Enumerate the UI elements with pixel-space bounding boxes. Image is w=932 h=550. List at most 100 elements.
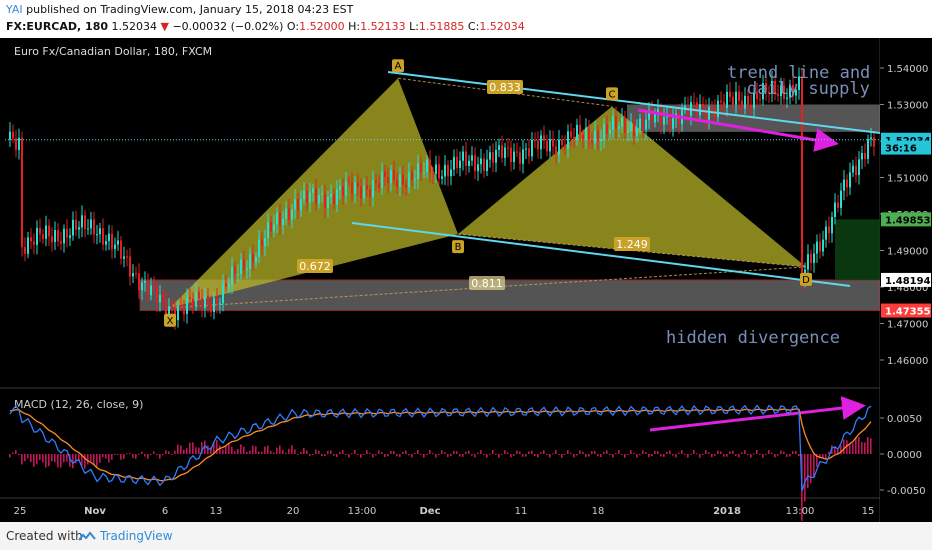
histogram-bar: [846, 440, 848, 454]
histogram-bar: [504, 450, 506, 454]
ratio-box: [297, 259, 333, 273]
candle-body: [864, 152, 866, 159]
histogram-bar: [312, 454, 314, 455]
histogram-bar: [471, 454, 473, 456]
chart-canvas[interactable]: X A B C D 0.833 0.672 1.249 0.811 trend line andd…: [0, 38, 932, 522]
candle-body: [18, 137, 20, 150]
candle-body: [309, 192, 311, 203]
histogram-bar: [705, 450, 707, 454]
tradingview-brand[interactable]: TradingView: [100, 529, 173, 543]
chart-area[interactable]: X A B C D 0.833 0.672 1.249 0.811 trend line and d…: [0, 38, 932, 522]
histogram-bar: [144, 454, 146, 457]
point-label-box-a: [392, 59, 404, 73]
histogram-bar: [531, 450, 533, 454]
histogram-bar: [657, 451, 659, 454]
histogram-bar: [429, 450, 431, 454]
candle-body: [624, 117, 626, 133]
histogram-bar: [795, 450, 797, 454]
histogram-bar: [366, 450, 368, 454]
histogram-bar: [714, 454, 716, 456]
histogram-bar: [354, 449, 356, 454]
point-label-c: C: [609, 89, 616, 100]
histogram-bar: [726, 454, 728, 457]
pattern-triangle-xab: [170, 78, 458, 308]
histogram-bar: [219, 445, 221, 454]
histogram-bar: [672, 454, 674, 456]
histogram-bar: [420, 454, 422, 455]
histogram-bar: [294, 449, 296, 454]
low-label: L:: [409, 20, 419, 33]
candle-body: [12, 131, 14, 139]
histogram-bar: [54, 454, 56, 463]
histogram-bar: [807, 454, 809, 488]
histogram-bar: [816, 454, 818, 467]
candle-body: [240, 259, 242, 274]
histogram-bar: [279, 445, 281, 454]
candle-body: [699, 103, 701, 116]
candle-body: [393, 170, 395, 181]
histogram-bar: [465, 451, 467, 454]
histogram-bar: [528, 451, 530, 454]
histogram-bar: [507, 452, 509, 454]
histogram-bar: [351, 453, 353, 455]
candle-body: [192, 299, 194, 307]
histogram-bar: [756, 450, 758, 454]
histogram-bar: [615, 453, 617, 455]
candle-body: [657, 109, 659, 115]
histogram-bar: [75, 454, 77, 464]
candle-body: [150, 285, 152, 296]
candle-body: [510, 147, 512, 163]
ratio-box: [614, 237, 650, 251]
candle-body: [462, 151, 464, 161]
candle-body: [684, 105, 686, 110]
point-label-box-b: [452, 240, 464, 254]
histogram-bar: [594, 450, 596, 454]
histogram-bar: [678, 452, 680, 454]
candle-body: [354, 182, 356, 194]
histogram-bar: [252, 445, 254, 454]
histogram-bar: [249, 450, 251, 454]
histogram-bar: [738, 454, 740, 458]
histogram-bar: [642, 450, 644, 454]
candle-body: [369, 189, 371, 197]
candle-body: [768, 92, 770, 94]
histogram-bar: [336, 454, 338, 457]
close-value: 1.52034: [479, 20, 525, 33]
candle-body: [867, 139, 869, 159]
candle-body: [693, 102, 695, 104]
histogram-bar: [300, 451, 302, 454]
candle-body: [285, 208, 287, 219]
candle-body: [237, 273, 239, 275]
histogram-bar: [552, 453, 554, 455]
histogram-bar: [369, 452, 371, 454]
candle-body: [15, 138, 17, 150]
created-with-text: Created with: [6, 529, 83, 543]
histogram-bar: [15, 450, 17, 454]
candle-body: [600, 139, 602, 142]
candle-body: [525, 148, 527, 150]
candle-body: [303, 190, 305, 200]
histogram-bar: [870, 438, 872, 454]
histogram-bar: [135, 454, 137, 459]
histogram-bar: [201, 442, 203, 454]
histogram-bar: [84, 454, 86, 469]
candle-body: [822, 239, 824, 252]
candle-body: [591, 140, 593, 144]
candle-body: [345, 181, 347, 196]
histogram-bar: [246, 451, 248, 454]
author-link[interactable]: YAI: [6, 3, 23, 16]
candle-body: [858, 159, 860, 176]
histogram-bar: [708, 452, 710, 454]
histogram-bar: [525, 454, 527, 457]
histogram-bar: [165, 450, 167, 454]
histogram-bar: [324, 454, 326, 456]
histogram-bar: [411, 454, 413, 458]
histogram-bar: [297, 454, 299, 455]
histogram-bar: [786, 454, 788, 457]
candle-body: [273, 224, 275, 232]
candle-body: [42, 234, 44, 239]
candle-body: [384, 171, 386, 178]
histogram-bar: [579, 450, 581, 454]
price-tick-label: 1.53000: [887, 101, 928, 112]
histogram-bar: [618, 450, 620, 454]
